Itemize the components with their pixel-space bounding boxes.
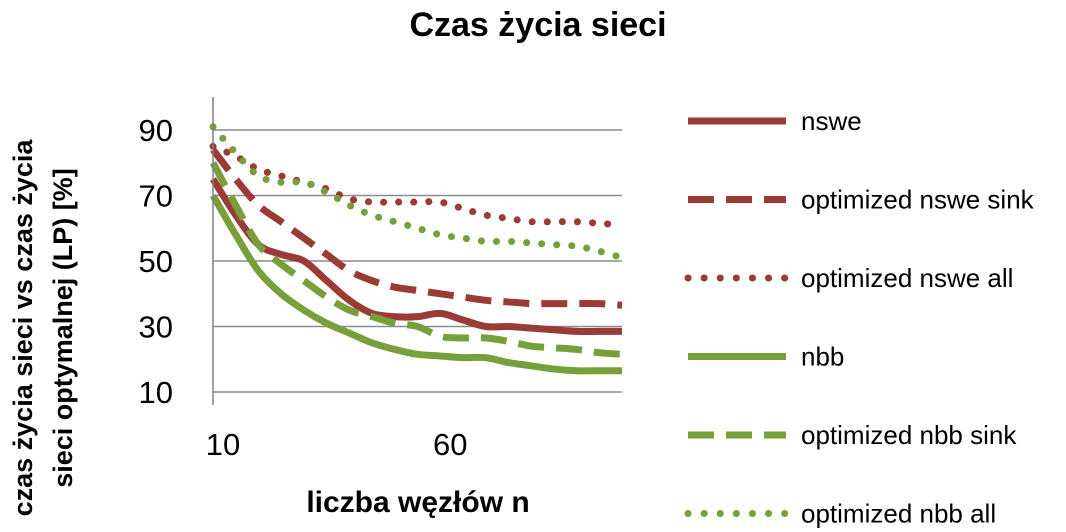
series-line-nswe <box>210 177 622 336</box>
y-tick-labels: 10 30 50 70 90 <box>139 113 173 410</box>
series-line-optimized-nbb-sink <box>209 161 623 358</box>
legend-label: optimized nswe all <box>801 263 1013 293</box>
y-tick-label: 90 <box>139 113 173 148</box>
y-axis-title-line-2: sieci optymalnej (LP) [%] <box>48 168 78 488</box>
y-axis-title-line-1: czas życia sieci vs czas życia <box>8 139 38 517</box>
y-tick-label: 30 <box>139 310 173 345</box>
plot-series <box>209 123 626 375</box>
legend-label: optimized nbb all <box>801 499 996 529</box>
legend: nswe optimized nswe sink optimized nswe al… <box>684 106 1035 529</box>
legend-label: nbb <box>801 342 844 372</box>
series-line-optimized-nbb-all <box>209 123 626 262</box>
x-tick-label: 60 <box>433 427 467 462</box>
y-tick-label: 50 <box>139 244 173 279</box>
legend-label: optimized nbb sink <box>801 420 1017 450</box>
x-tick-label: 10 <box>206 427 240 462</box>
chart-title: Czas życia sieci <box>409 6 666 44</box>
series-line-optimized-nswe-sink <box>210 147 623 309</box>
y-tick-label: 10 <box>139 375 173 410</box>
legend-label: optimized nswe sink <box>801 185 1035 215</box>
x-axis-title: liczba węzłów n <box>306 486 529 519</box>
y-tick-label: 70 <box>139 179 173 214</box>
series-line-nbb <box>209 193 622 375</box>
x-tick-labels: 10 60 <box>206 427 468 462</box>
series-line-optimized-nswe-all <box>209 142 626 229</box>
legend-label: nswe <box>801 106 862 136</box>
